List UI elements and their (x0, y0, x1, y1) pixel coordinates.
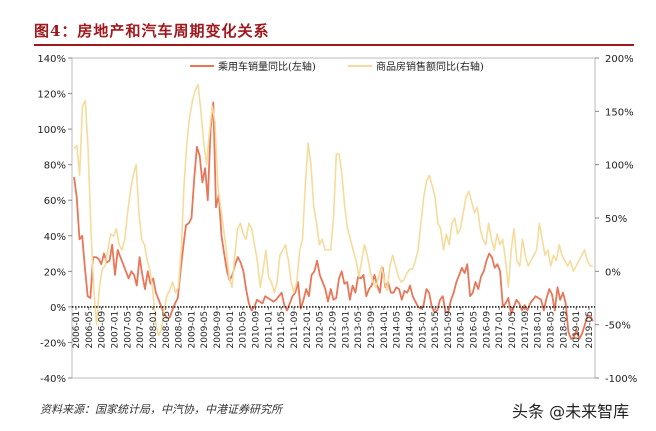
title-rule (34, 44, 634, 46)
x-tick-label: 2008-01 (149, 311, 159, 349)
left-tick-label: 0% (50, 303, 66, 314)
x-tick-label: 2008-05 (162, 311, 172, 349)
left-tick-label: 20% (44, 267, 66, 278)
x-tick-label: 2014-01 (380, 311, 390, 349)
x-tick-label: 2011-01 (264, 311, 274, 349)
x-tick-label: 2013-09 (367, 311, 377, 349)
right-tick-label: 200% (605, 54, 634, 65)
x-tick-label: 2006-05 (85, 311, 95, 349)
left-tick-label: -20% (40, 338, 66, 349)
watermark: 头条 @未来智库 (512, 402, 630, 421)
x-tick-label: 2016-01 (457, 311, 467, 349)
left-tick-label: -40% (40, 374, 66, 385)
x-tick-label: 2018-01 (534, 311, 544, 349)
x-tick-label: 2012-01 (303, 311, 313, 349)
x-tick-label: 2017-09 (521, 311, 531, 349)
left-tick-label: 40% (44, 232, 66, 243)
x-tick-label: 2009-05 (200, 311, 210, 349)
x-tick-label: 2017-01 (495, 311, 505, 349)
x-tick-label: 2014-05 (393, 311, 403, 349)
left-tick-label: 140% (37, 54, 66, 65)
right-tick-label: 0% (605, 267, 621, 278)
x-tick-label: 2015-01 (418, 311, 428, 349)
x-tick-label: 2009-09 (213, 311, 223, 349)
figure-title: 图4：房地产和汽车周期变化关系 (34, 22, 270, 40)
right-tick-label: -100% (605, 374, 637, 385)
x-tick-label: 2015-09 (444, 311, 454, 349)
x-tick-label: 2010-01 (226, 311, 236, 349)
x-tick-label: 2019-05 (585, 311, 595, 349)
x-tick-label: 2015-05 (431, 311, 441, 349)
right-tick-label: 50% (605, 214, 627, 225)
left-tick-label: 80% (44, 161, 66, 172)
x-tick-label: 2014-09 (405, 311, 415, 349)
left-tick-label: 100% (37, 125, 66, 136)
x-tick-label: 2016-05 (470, 311, 480, 349)
x-tick-label: 2011-09 (290, 311, 300, 349)
x-tick-label: 2007-05 (123, 311, 133, 349)
legend-label: 商品房销售额同比(右轴) (376, 60, 484, 73)
x-tick-label: 2007-01 (110, 311, 120, 349)
x-tick-label: 2019-01 (572, 311, 582, 349)
left-tick-label: 120% (37, 90, 66, 101)
x-tick-label: 2018-05 (547, 311, 557, 349)
x-tick-label: 2018-09 (559, 311, 569, 349)
x-tick-label: 2016-09 (482, 311, 492, 349)
source-note: 资料来源：国家统计局，中汽协，中港证券研究所 (40, 403, 282, 416)
x-tick-label: 2007-09 (136, 311, 146, 349)
right-tick-label: 100% (605, 161, 634, 172)
x-tick-label: 2013-05 (354, 311, 364, 349)
x-tick-label: 2011-05 (277, 311, 287, 349)
x-tick-label: 2010-05 (239, 311, 249, 349)
x-tick-label: 2010-09 (252, 311, 262, 349)
x-tick-label: 2006-01 (72, 311, 82, 349)
x-tick-label: 2006-09 (98, 311, 108, 349)
right-tick-label: -50% (605, 321, 631, 332)
x-tick-label: 2013-01 (341, 311, 351, 349)
x-tick-label: 2008-09 (175, 311, 185, 349)
house-sales-yoy-line (73, 83, 593, 337)
x-tick-label: 2017-05 (508, 311, 518, 349)
car-sales-yoy-line (73, 101, 594, 340)
left-tick-label: 60% (44, 196, 66, 207)
right-tick-label: 150% (605, 107, 634, 118)
x-tick-label: 2009-01 (187, 311, 197, 349)
x-tick-label: 2012-09 (329, 311, 339, 349)
x-tick-label: 2012-05 (316, 311, 326, 349)
legend-label: 乘用车销量同比(左轴) (218, 60, 316, 73)
